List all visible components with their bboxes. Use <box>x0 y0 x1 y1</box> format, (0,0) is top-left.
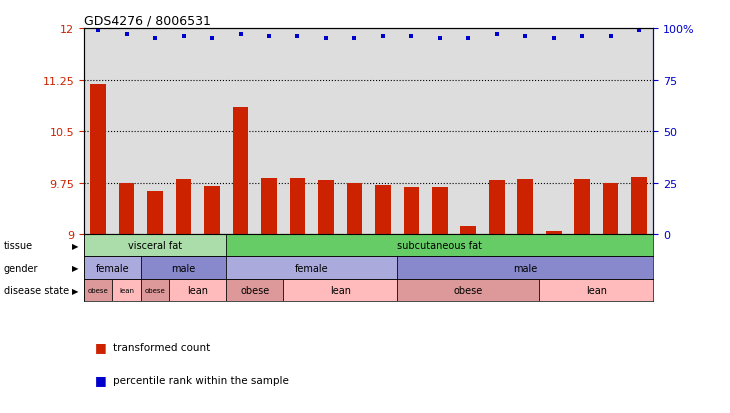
Bar <box>375 185 391 235</box>
Text: ▶: ▶ <box>72 241 79 250</box>
Text: male: male <box>513 263 537 273</box>
Bar <box>347 184 362 235</box>
Bar <box>147 192 163 235</box>
Bar <box>233 108 248 235</box>
Bar <box>283 279 397 301</box>
Bar <box>112 279 141 301</box>
Bar <box>318 181 334 235</box>
Bar <box>84 257 141 279</box>
Text: lean: lean <box>188 285 208 295</box>
Bar <box>290 178 305 235</box>
Bar <box>575 180 590 235</box>
Text: gender: gender <box>4 263 38 273</box>
Bar <box>261 178 277 235</box>
Text: female: female <box>295 263 328 273</box>
Bar <box>539 279 653 301</box>
Bar <box>631 178 647 235</box>
Bar <box>226 235 653 257</box>
Bar <box>141 279 169 301</box>
Text: GDS4276 / 8006531: GDS4276 / 8006531 <box>84 15 211 28</box>
Bar <box>226 279 283 301</box>
Bar <box>397 257 653 279</box>
Text: obese: obese <box>145 287 166 293</box>
Text: lean: lean <box>119 287 134 293</box>
Text: obese: obese <box>240 285 269 295</box>
Bar <box>176 180 191 235</box>
Bar <box>226 257 397 279</box>
Bar <box>404 188 419 235</box>
Text: ▶: ▶ <box>72 286 79 295</box>
Bar <box>518 180 533 235</box>
Text: percentile rank within the sample: percentile rank within the sample <box>113 375 289 385</box>
Text: ■: ■ <box>95 340 107 354</box>
Text: obese: obese <box>88 287 109 293</box>
Text: male: male <box>172 263 196 273</box>
Bar <box>119 183 134 235</box>
Text: lean: lean <box>586 285 607 295</box>
Bar <box>169 279 226 301</box>
Text: female: female <box>96 263 129 273</box>
Bar <box>546 231 561 235</box>
Bar <box>489 181 504 235</box>
Text: visceral fat: visceral fat <box>128 241 182 251</box>
Text: transformed count: transformed count <box>113 342 210 352</box>
Bar <box>204 187 220 235</box>
Text: lean: lean <box>330 285 350 295</box>
Bar <box>397 279 539 301</box>
Bar <box>91 85 106 235</box>
Text: ▶: ▶ <box>72 263 79 273</box>
Bar <box>461 226 476 235</box>
Text: obese: obese <box>453 285 483 295</box>
Bar <box>432 188 447 235</box>
Bar <box>84 279 112 301</box>
Bar <box>141 257 226 279</box>
Bar <box>603 183 618 235</box>
Bar <box>84 235 226 257</box>
Text: disease state: disease state <box>4 285 69 295</box>
Text: subcutaneous fat: subcutaneous fat <box>397 241 483 251</box>
Text: ■: ■ <box>95 373 107 387</box>
Text: tissue: tissue <box>4 241 33 251</box>
